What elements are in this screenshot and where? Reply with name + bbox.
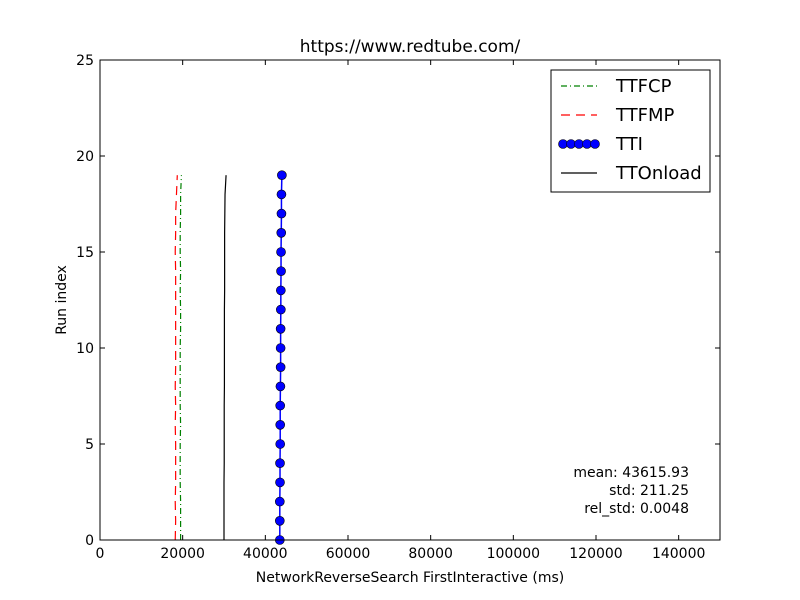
legend: TTFCP TTFMP TTI TTOnload	[550, 69, 711, 193]
x-tick-label: 140000	[652, 546, 705, 562]
stat-line: mean: 43615.93	[573, 465, 689, 481]
legend-marker	[566, 139, 576, 149]
data-point-tti	[275, 323, 286, 334]
legend-label: TTOnload	[615, 163, 702, 184]
legend-item-ttfcp: TTFCP	[561, 76, 672, 97]
x-tick-label: 0	[96, 546, 105, 562]
data-point-tti	[277, 170, 287, 180]
data-point-tti	[275, 439, 286, 449]
series-ttfmp	[174, 175, 178, 541]
legend-label: TTI	[615, 134, 643, 155]
data-point-tti	[275, 381, 286, 392]
y-tick-label: 0	[85, 533, 94, 549]
y-tick-label: 20	[76, 149, 94, 165]
data-point-tti	[276, 189, 287, 200]
legend-marker	[574, 139, 584, 149]
data-point-tti	[274, 496, 285, 507]
data-point-tti	[275, 419, 286, 430]
data-point-tti	[276, 228, 287, 238]
data-point-tti	[276, 285, 286, 296]
legend-item-ttonload: TTOnload	[561, 163, 702, 184]
legend-label: TTFCP	[615, 76, 672, 97]
x-tick-label: 100000	[487, 546, 540, 562]
series-line-ttonload	[223, 175, 227, 540]
y-tick-label: 25	[76, 53, 94, 69]
x-tick-label: 120000	[569, 546, 622, 562]
data-point-tti	[276, 304, 286, 315]
chart-title: https://www.redtube.com/	[300, 37, 521, 57]
data-point-tti	[275, 458, 285, 469]
legend-marker	[558, 139, 568, 149]
data-point-tti	[276, 208, 287, 219]
legend-marker	[590, 139, 600, 149]
legend-marker	[582, 139, 592, 149]
legend-item-tti: TTI	[558, 134, 643, 155]
data-point-tti	[274, 515, 285, 526]
y-axis-label: Run index	[54, 265, 70, 335]
legend-box	[550, 69, 711, 193]
y-tick-label: 10	[76, 341, 94, 357]
x-axis-label: NetworkReverseSearch FirstInteractive (m…	[256, 570, 564, 586]
y-axis-ticks: 0 5 10 15 20 25	[76, 53, 720, 549]
series-line-ttfmp	[174, 175, 178, 541]
series-ttfcp	[179, 175, 183, 540]
stat-line: rel_std: 0.0048	[584, 501, 689, 517]
series-line-ttfcp	[179, 175, 183, 540]
data-point-tti	[275, 362, 286, 373]
y-tick-label: 15	[76, 245, 94, 261]
x-tick-label: 40000	[243, 546, 288, 562]
series-tti	[274, 170, 287, 545]
data-point-tti	[276, 247, 286, 257]
stat-line: std: 211.25	[609, 483, 689, 499]
legend-item-ttfmp: TTFMP	[561, 105, 675, 126]
data-point-tti	[275, 343, 286, 353]
data-point-tti	[275, 400, 286, 411]
data-point-tti	[275, 477, 285, 488]
data-point-tti	[276, 266, 286, 277]
x-axis-ticks: 0 20000 40000 60000 80000 100000 120000 140000	[96, 60, 705, 562]
x-tick-label: 20000	[160, 546, 205, 562]
stats-annotation: mean: 43615.93 std: 211.25 rel_std: 0.0048	[573, 465, 689, 517]
x-tick-label: 60000	[326, 546, 371, 562]
y-tick-label: 5	[85, 437, 94, 453]
series-layer	[174, 170, 287, 545]
legend-label: TTFMP	[615, 105, 675, 126]
plot-frame	[99, 59, 721, 541]
series-ttonload	[223, 175, 227, 540]
x-tick-label: 80000	[408, 546, 453, 562]
